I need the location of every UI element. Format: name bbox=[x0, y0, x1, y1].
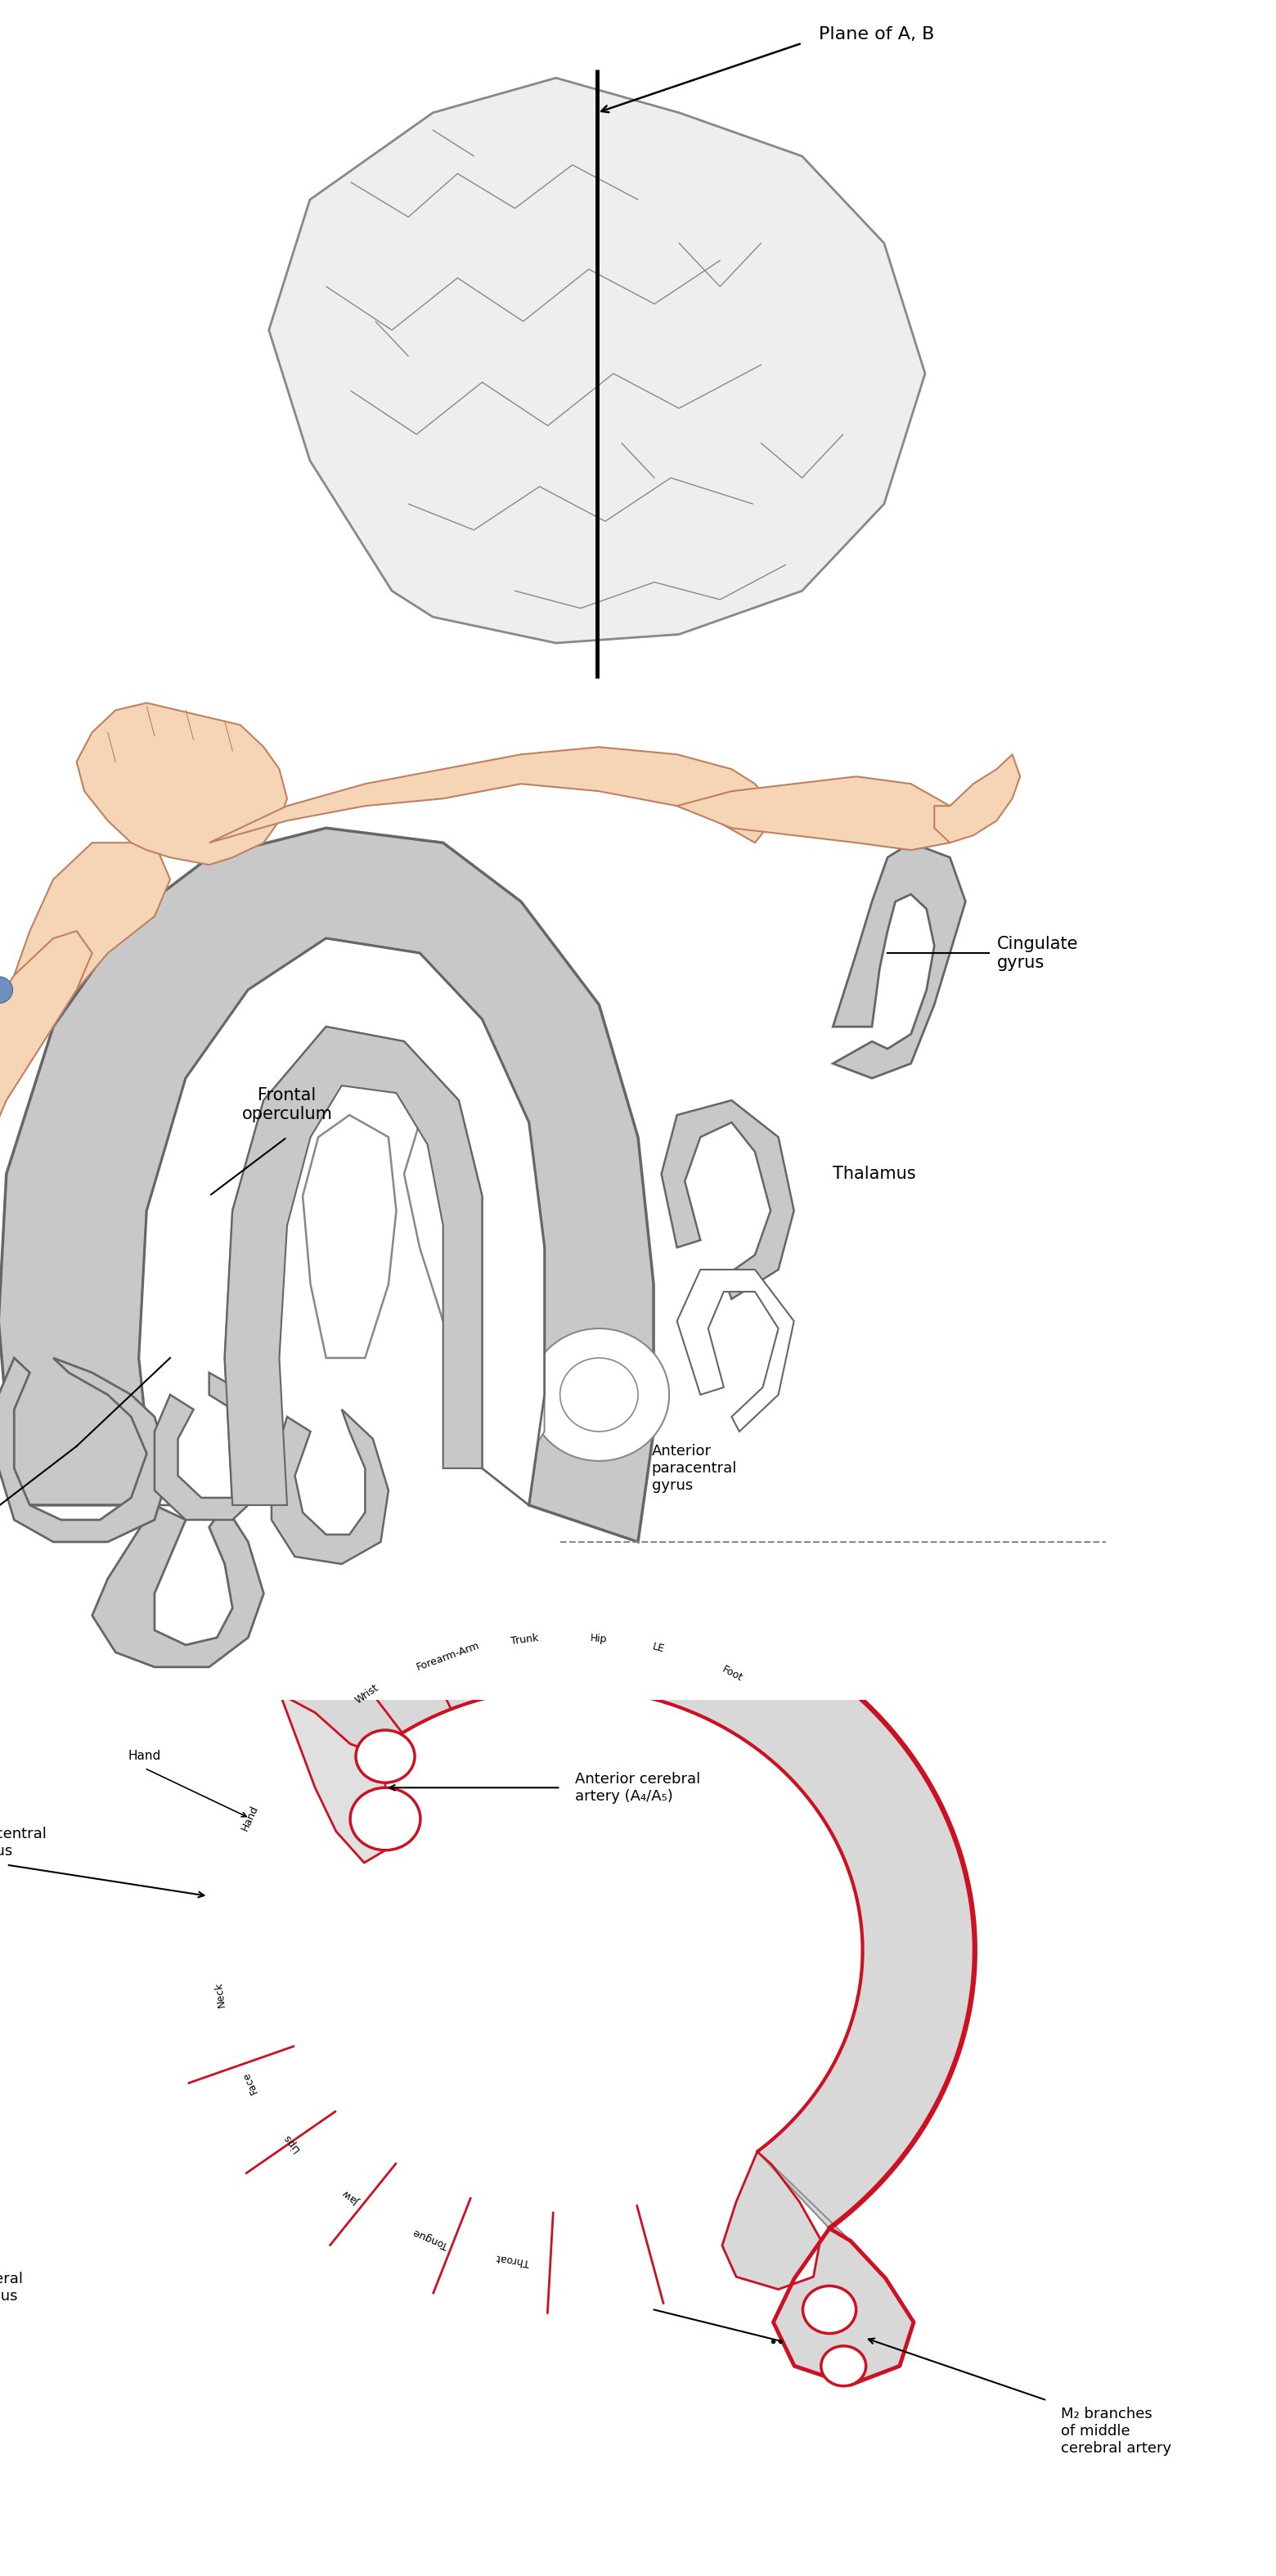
Text: Hand: Hand bbox=[128, 1749, 161, 1762]
Polygon shape bbox=[272, 1409, 388, 1564]
Circle shape bbox=[528, 1329, 669, 1461]
Text: Lips: Lips bbox=[281, 2133, 301, 2154]
Circle shape bbox=[560, 1358, 638, 1432]
Polygon shape bbox=[661, 1100, 794, 1298]
Polygon shape bbox=[269, 77, 925, 644]
Text: Hip: Hip bbox=[590, 1633, 607, 1646]
Text: Neck: Neck bbox=[213, 1981, 227, 2007]
Text: Tongue: Tongue bbox=[412, 2226, 449, 2251]
Polygon shape bbox=[139, 938, 545, 1504]
Text: Frontal
operculum: Frontal operculum bbox=[241, 1087, 333, 1123]
Text: Cingulate
gyrus: Cingulate gyrus bbox=[997, 935, 1078, 971]
Text: LE: LE bbox=[651, 1641, 666, 1654]
Text: Face: Face bbox=[240, 2069, 259, 2094]
Polygon shape bbox=[0, 827, 653, 1543]
Polygon shape bbox=[225, 1028, 482, 1504]
Text: Trunk: Trunk bbox=[510, 1633, 540, 1646]
Text: Thalamus: Thalamus bbox=[833, 1167, 916, 1182]
Text: Precentral
gyrus: Precentral gyrus bbox=[0, 1826, 46, 1857]
Polygon shape bbox=[678, 775, 966, 850]
Polygon shape bbox=[14, 842, 170, 1005]
Polygon shape bbox=[498, 1342, 545, 1468]
Text: Wrist: Wrist bbox=[353, 1682, 380, 1705]
Polygon shape bbox=[209, 747, 778, 842]
Text: Hand: Hand bbox=[240, 1803, 260, 1832]
Polygon shape bbox=[92, 1504, 264, 1667]
Polygon shape bbox=[404, 1100, 505, 1337]
Polygon shape bbox=[0, 930, 92, 1195]
Text: Plane of A, B: Plane of A, B bbox=[818, 26, 934, 44]
Text: Anterior cerebral
artery (A₄/A₅): Anterior cerebral artery (A₄/A₅) bbox=[574, 1772, 701, 1803]
Circle shape bbox=[356, 1731, 415, 1783]
Polygon shape bbox=[0, 1358, 170, 1543]
Text: Throat: Throat bbox=[495, 2251, 531, 2267]
Circle shape bbox=[0, 976, 13, 1002]
Circle shape bbox=[803, 2285, 856, 2334]
Text: Jaw: Jaw bbox=[342, 2187, 362, 2208]
Polygon shape bbox=[154, 1373, 264, 1520]
Circle shape bbox=[820, 2347, 866, 2385]
Polygon shape bbox=[678, 1270, 794, 1432]
Polygon shape bbox=[77, 703, 287, 866]
Polygon shape bbox=[279, 1587, 975, 2228]
Polygon shape bbox=[722, 2151, 914, 2385]
Text: Anterior
paracentral
gyrus: Anterior paracentral gyrus bbox=[652, 1445, 738, 1494]
Text: M₂ branches
of middle
cerebral artery: M₂ branches of middle cerebral artery bbox=[1062, 2406, 1171, 2455]
Text: Forearm-Arm: Forearm-Arm bbox=[415, 1641, 481, 1672]
Polygon shape bbox=[833, 842, 966, 1079]
Polygon shape bbox=[934, 755, 1020, 842]
Circle shape bbox=[350, 1788, 420, 1850]
Text: Lateral
sulcus: Lateral sulcus bbox=[0, 2272, 23, 2303]
Polygon shape bbox=[302, 1115, 397, 1358]
Polygon shape bbox=[279, 1695, 385, 1862]
Text: Foot: Foot bbox=[721, 1664, 745, 1685]
